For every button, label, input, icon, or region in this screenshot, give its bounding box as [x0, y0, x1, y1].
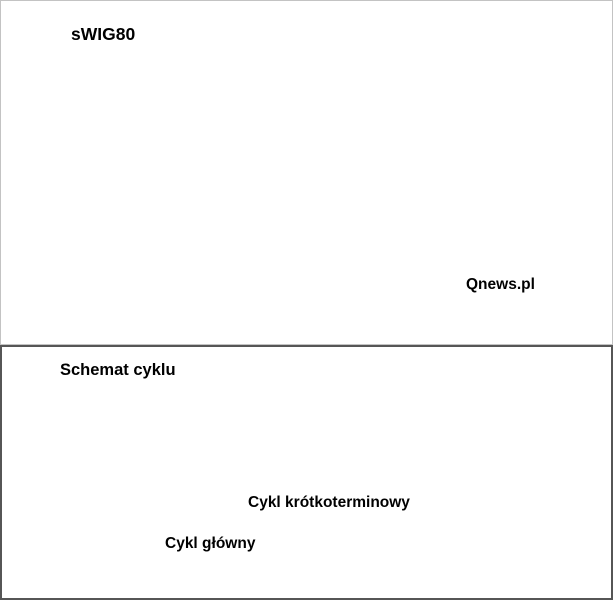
top-chart-title: sWIG80: [71, 24, 136, 44]
bottom-chart-panel: [0, 345, 613, 600]
top-chart-panel: [0, 0, 613, 345]
bottom-chart-title: Schemat cyklu: [57, 361, 179, 380]
main-cycle-label: Cykl główny: [163, 535, 258, 553]
short-cycle-label: Cykl krótkoterminowy: [246, 494, 412, 512]
watermark-qnews: Qnews.pl: [466, 276, 535, 293]
